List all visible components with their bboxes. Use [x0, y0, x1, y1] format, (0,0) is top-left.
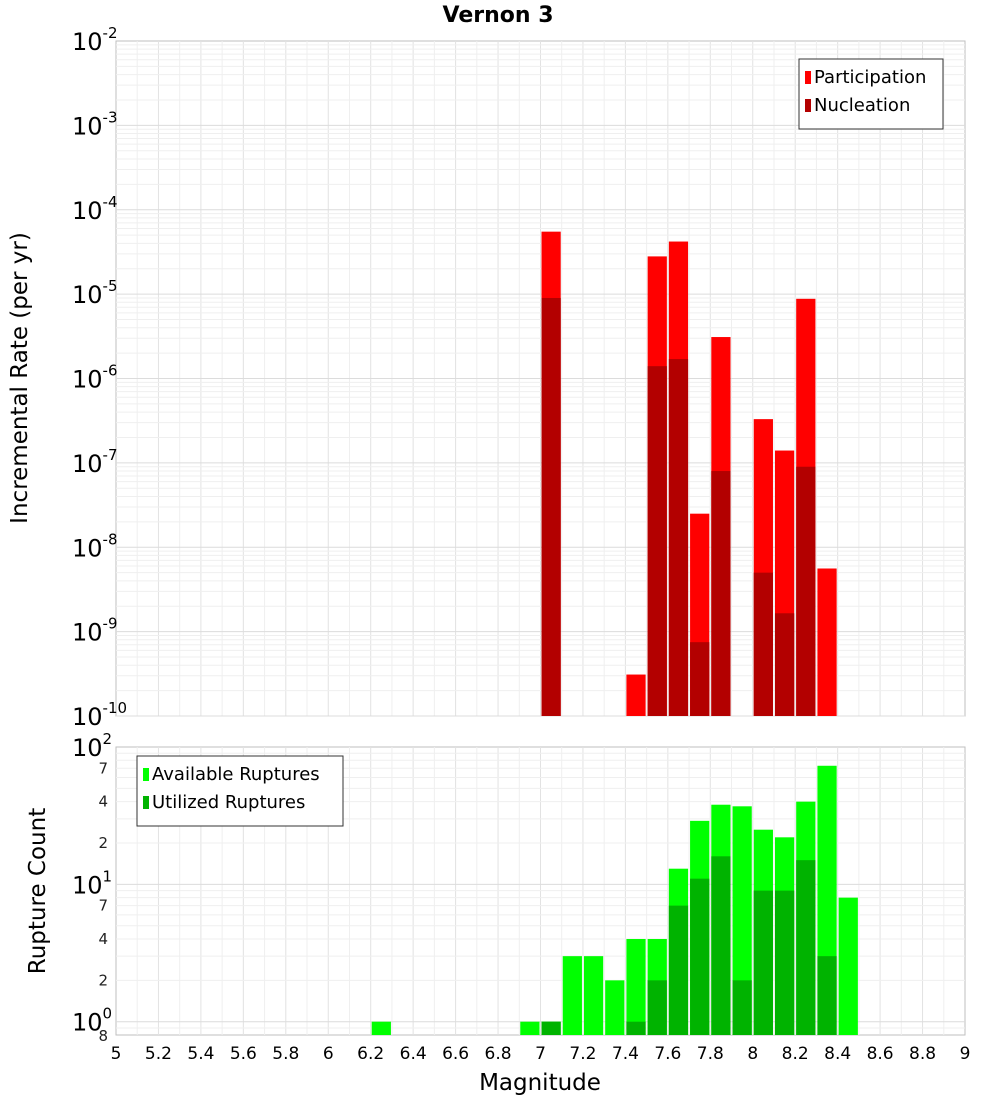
bottom-legend: Available Ruptures Utilized Ruptures	[136, 755, 344, 827]
x-tick-label: 9	[960, 1044, 971, 1064]
bottom-y-minor-tick-label: 2	[98, 971, 108, 989]
bottom-bar-utilized-ruptures	[711, 856, 731, 1035]
bottom-bar-utilized-ruptures	[817, 956, 837, 1035]
top-bar-nucleation	[668, 359, 689, 716]
top-y-tick-label: 10-5	[72, 277, 118, 309]
bottom-legend-swatch-utilized-ruptures	[143, 796, 149, 809]
bottom-bars	[371, 765, 858, 1035]
bottom-y-minor-tick-label: 7	[98, 897, 108, 915]
bottom-bar-utilized-ruptures	[626, 1021, 646, 1035]
x-tick-label: 5.6	[230, 1044, 257, 1064]
top-bar-nucleation	[753, 572, 773, 716]
top-legend-label-nucleation: Nucleation	[814, 95, 910, 116]
top-y-tick-labels: 10-2 10-3 10-4 10-5 10-6 10-7 10-8 10-9 10-10	[72, 24, 127, 731]
x-tick-label: 6	[323, 1044, 334, 1064]
bottom-bar-available-ruptures	[520, 1021, 540, 1035]
top-legend-swatch-nucleation	[805, 99, 811, 112]
x-tick-label: 8.6	[867, 1044, 894, 1064]
top-grid	[116, 41, 965, 717]
top-legend: Participation Nucleation	[798, 58, 944, 130]
top-y-tick-label: 10-9	[72, 615, 118, 647]
top-legend-swatch-participation	[805, 71, 811, 84]
bottom-bar-utilized-ruptures	[668, 905, 689, 1035]
top-bar-nucleation	[541, 297, 561, 716]
x-axis-label: Magnitude	[479, 1070, 601, 1096]
top-y-tick-label: 10-7	[72, 446, 118, 478]
top-bar-nucleation	[690, 642, 710, 716]
bottom-bar-utilized-ruptures	[541, 1021, 561, 1035]
x-tick-label: 6.4	[400, 1044, 427, 1064]
bottom-y-minor-tick-label: 8	[98, 1027, 108, 1045]
x-tick-label: 8	[747, 1044, 758, 1064]
bottom-bar-available-ruptures	[732, 806, 752, 1035]
bottom-bar-available-ruptures	[605, 980, 625, 1035]
top-y-tick-label: 10-4	[72, 193, 118, 225]
bottom-y-minor-tick-label: 4	[98, 930, 108, 948]
x-tick-label: 8.8	[909, 1044, 936, 1064]
bottom-legend-label-utilized-ruptures: Utilized Ruptures	[152, 792, 305, 813]
x-tick-label: 5	[111, 1044, 122, 1064]
top-bar-nucleation	[711, 471, 731, 716]
bottom-y-minor-tick-label: 2	[98, 834, 108, 852]
x-tick-label: 6.2	[357, 1044, 384, 1064]
x-tick-label: 5.2	[145, 1044, 172, 1064]
bottom-bar-available-ruptures	[371, 1021, 391, 1035]
x-tick-label: 8.2	[782, 1044, 809, 1064]
x-tick-label: 7.8	[697, 1044, 724, 1064]
bottom-y-major-tick-label: 101	[72, 867, 112, 899]
chart-title: Vernon 3	[443, 3, 554, 28]
bottom-legend-label-available-ruptures: Available Ruptures	[152, 764, 320, 785]
x-tick-label: 7.6	[654, 1044, 681, 1064]
bottom-y-major-tick-label: 100	[72, 1005, 112, 1037]
bottom-bar-available-ruptures	[583, 956, 604, 1035]
x-tick-labels: 5 5.2 5.4 5.6 5.8 6 6.2 6.4 6.6 6.8 7 7.2 7.4 7.6 7.8 8…	[111, 1044, 971, 1064]
top-legend-label-participation: Participation	[814, 67, 926, 88]
top-y-axis-label: Incremental Rate (per yr)	[7, 232, 33, 524]
bottom-bar-available-ruptures	[626, 939, 646, 1035]
bottom-bar-utilized-ruptures	[753, 890, 773, 1035]
bottom-legend-swatch-available-ruptures	[143, 768, 149, 781]
bottom-y-major-tick-label: 102	[72, 730, 112, 762]
x-tick-label: 6.6	[442, 1044, 469, 1064]
bottom-y-minor-tick-label: 7	[98, 759, 108, 777]
bottom-bar-utilized-ruptures	[647, 980, 667, 1035]
top-bar-nucleation	[796, 466, 816, 716]
top-y-tick-label: 10-2	[72, 24, 118, 56]
bottom-y-minor-tick-label: 4	[98, 793, 108, 811]
x-tick-label: 5.8	[272, 1044, 299, 1064]
bottom-y-tick-labels: 102 101 100 7 4 2 7 4 2 8	[72, 730, 112, 1045]
x-tick-label: 6.8	[485, 1044, 512, 1064]
top-bar-nucleation	[774, 613, 795, 716]
top-legend-box	[798, 58, 944, 130]
top-y-tick-label: 10-3	[72, 108, 118, 140]
bottom-legend-box	[136, 755, 344, 827]
bottom-bar-utilized-ruptures	[796, 860, 816, 1035]
bottom-bar-utilized-ruptures	[732, 980, 752, 1035]
bottom-bar-available-ruptures	[562, 956, 582, 1035]
top-y-tick-label: 10-10	[72, 699, 127, 731]
bottom-y-axis-label: Rupture Count	[25, 808, 51, 974]
bottom-bar-utilized-ruptures	[690, 878, 710, 1035]
top-y-tick-label: 10-6	[72, 362, 118, 394]
x-tick-label: 7	[535, 1044, 546, 1064]
x-tick-label: 8.4	[824, 1044, 851, 1064]
top-bar-participation	[817, 568, 837, 716]
x-tick-label: 7.4	[612, 1044, 639, 1064]
top-y-tick-label: 10-8	[72, 530, 118, 562]
top-bar-participation	[626, 674, 646, 716]
bottom-bar-utilized-ruptures	[774, 890, 795, 1035]
x-tick-label: 7.2	[569, 1044, 596, 1064]
top-bars	[541, 231, 837, 717]
x-tick-label: 5.4	[187, 1044, 214, 1064]
top-bar-nucleation	[647, 366, 667, 716]
bottom-bar-available-ruptures	[838, 897, 858, 1035]
